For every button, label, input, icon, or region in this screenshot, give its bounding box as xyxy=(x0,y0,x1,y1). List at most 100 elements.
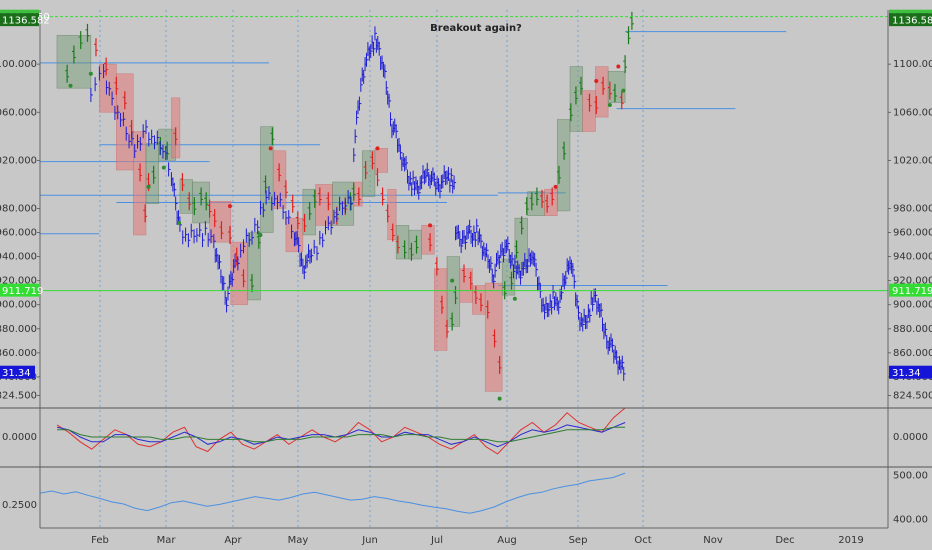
x-tick-label: Dec xyxy=(775,535,794,546)
trend-box xyxy=(230,241,249,306)
trend-box xyxy=(247,232,261,301)
x-tick-label: Jul xyxy=(430,535,443,546)
signal-markers xyxy=(68,64,626,401)
sec-left-tick: 0.2500 xyxy=(2,500,37,511)
secondary-panel xyxy=(39,472,626,514)
trend-box xyxy=(556,119,571,212)
right-price-tag xyxy=(889,13,932,27)
osc-right-tick: 0.0000 xyxy=(893,432,928,443)
signal-dot xyxy=(268,146,273,151)
axes: Feb Mar Apr May Jun Jul Aug Sep Oct Nov Dec 2019 824… xyxy=(0,9,932,546)
oscillator-panel xyxy=(56,407,626,455)
sec-right-tick: 500.00 xyxy=(893,471,928,482)
x-tick-label: Mar xyxy=(157,535,177,546)
trend-box xyxy=(260,126,274,233)
signal-dot xyxy=(146,184,151,189)
right-price-tag-label: 911.719 xyxy=(892,286,932,297)
secondary-line xyxy=(39,472,626,514)
signal-dot xyxy=(258,232,263,237)
right-price-tag xyxy=(889,365,932,379)
trend-box xyxy=(607,71,626,103)
right-tick-label: 980.000 xyxy=(893,204,932,215)
trend-box xyxy=(387,188,397,241)
left-tick-label: 824.500 xyxy=(0,391,37,402)
right-tick-label: 1060.000 xyxy=(893,107,932,118)
trend-box xyxy=(484,282,503,392)
left-tick-label: 920.000 xyxy=(0,276,37,287)
left-tick-label: 980.000 xyxy=(0,204,37,215)
signal-dot xyxy=(497,396,502,401)
left-price-tag-label: 31.34 xyxy=(2,368,31,379)
signal-dot xyxy=(177,220,182,225)
x-tick-label: 2019 xyxy=(838,535,863,546)
trend-box xyxy=(179,179,193,214)
signal-dot xyxy=(450,278,455,283)
signal-dot xyxy=(553,184,558,189)
left-tick-label: 1020.000 xyxy=(0,155,37,166)
left-price-tag xyxy=(0,365,35,379)
signal-dot xyxy=(594,78,599,83)
x-tick-label: Sep xyxy=(569,535,588,546)
left-price-tag-label: 911.719 xyxy=(2,286,43,297)
right-tick-label: 1020.000 xyxy=(893,155,932,166)
right-price-tag-label: 1136.582 xyxy=(892,16,932,27)
right-tick-label: 860.000 xyxy=(893,348,932,359)
trend-box xyxy=(421,225,435,255)
x-tick-label: Oct xyxy=(634,535,651,546)
right-price-tag-label: 31.34 xyxy=(892,368,921,379)
x-tick-label: Jun xyxy=(361,535,378,546)
signal-dot xyxy=(227,204,232,209)
trend-box xyxy=(353,181,363,207)
signal-dot xyxy=(161,165,166,170)
x-tick-label: May xyxy=(288,535,309,546)
left-tick-label: 1060.000 xyxy=(0,107,37,118)
signal-dot xyxy=(616,64,621,69)
oscillator-line xyxy=(56,422,626,448)
right-tick-label: 960.000 xyxy=(893,228,932,239)
left-tick-label: 900.000 xyxy=(0,300,37,311)
signal-dot xyxy=(607,103,612,108)
signal-dot xyxy=(621,88,626,93)
trend-box xyxy=(315,184,333,226)
trend-box xyxy=(145,143,160,204)
left-tick-label: 880.000 xyxy=(0,324,37,335)
signal-dot xyxy=(375,146,380,151)
right-tick-label: 1100.000 xyxy=(893,59,932,70)
signal-dot xyxy=(68,83,73,88)
x-tick-label: Nov xyxy=(703,535,723,546)
trend-box xyxy=(595,66,609,118)
left-tick-label: 860.000 xyxy=(0,348,37,359)
price-lines xyxy=(40,16,888,292)
signal-dot xyxy=(512,296,517,301)
trend-box xyxy=(472,285,486,315)
x-tick-label: Aug xyxy=(497,535,517,546)
trend-boxes xyxy=(56,34,626,392)
trend-box xyxy=(361,150,376,197)
left-tick-label: 940.000 xyxy=(0,252,37,263)
right-tick-label: 880.000 xyxy=(893,324,932,335)
oscillator-line xyxy=(57,426,626,443)
right-tick-label: 940.000 xyxy=(893,252,932,263)
left-price-tag-label: 1136.582 xyxy=(2,16,50,27)
x-tick-label: Apr xyxy=(224,535,242,546)
blue-series xyxy=(90,26,626,381)
left-price-tag xyxy=(0,13,39,27)
signal-dot xyxy=(428,223,433,228)
x-tick-label: Feb xyxy=(91,535,109,546)
osc-left-tick: 0.0000 xyxy=(2,432,37,443)
trend-box xyxy=(116,73,134,171)
right-tick-label: 900.000 xyxy=(893,300,932,311)
trend-box xyxy=(408,229,422,260)
trend-box xyxy=(446,256,461,327)
trend-box xyxy=(434,268,448,351)
left-tick-label: 960.000 xyxy=(0,228,37,239)
left-price-tag xyxy=(0,283,39,297)
chart-frame xyxy=(0,10,932,529)
right-tick-label: 824.500 xyxy=(893,391,932,402)
left-tick-label: 1100.000 xyxy=(0,59,37,70)
sec-right-tick: 400.00 xyxy=(893,514,928,525)
trend-box xyxy=(99,63,117,113)
ohlc-bars xyxy=(65,11,634,374)
chart-title: Breakout again? xyxy=(430,23,522,34)
